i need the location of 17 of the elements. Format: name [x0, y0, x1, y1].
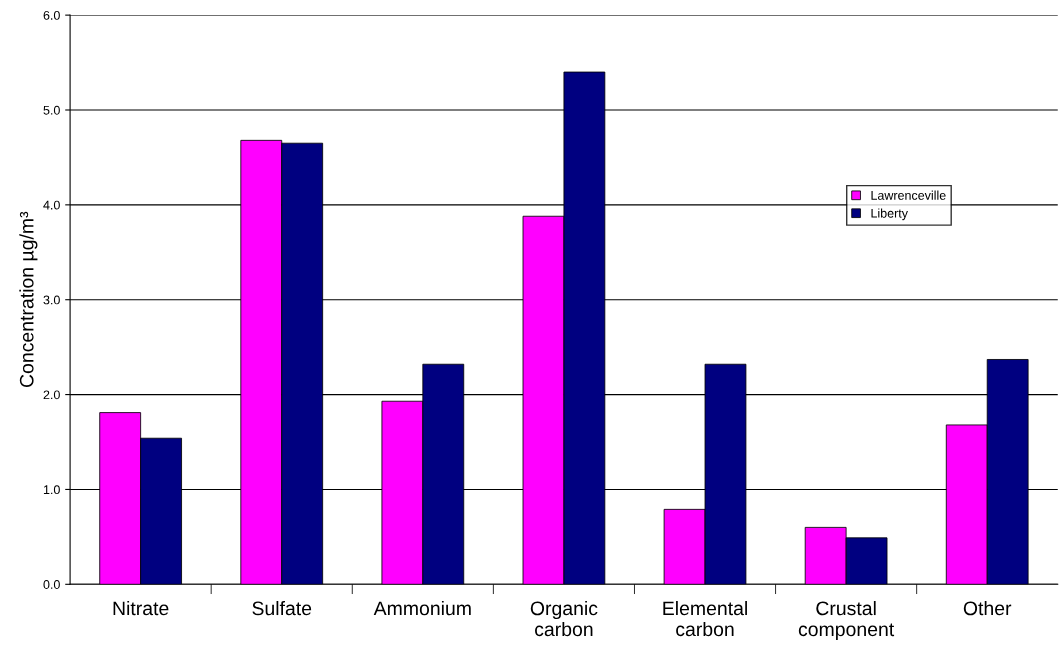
- legend-label: Liberty: [871, 208, 908, 221]
- x-tick-label: Nitrate: [113, 600, 169, 616]
- legend-label: Lawrenceville: [871, 190, 946, 200]
- x-tick-label: Sulfate: [252, 600, 312, 616]
- x-tick-label: Organic carbon: [530, 600, 598, 637]
- y-tick-label: 3.0: [43, 295, 60, 305]
- y-tick-label: 4.0: [43, 200, 60, 210]
- y-tick-label: 2.0: [43, 390, 60, 400]
- x-tick-label: Crustal component: [798, 600, 895, 641]
- x-tick-label: Elemental carbon: [663, 600, 747, 637]
- y-tick-label: 6.0: [43, 10, 60, 20]
- x-tick-label: Ammonium: [373, 600, 471, 616]
- y-tick-label: 0.0: [43, 580, 60, 589]
- y-axis-title: Concentration µg/m³: [19, 211, 38, 387]
- y-tick-label: 1.0: [43, 485, 60, 495]
- x-tick-label: Other: [963, 600, 1012, 616]
- y-tick-label: 5.0: [43, 105, 60, 115]
